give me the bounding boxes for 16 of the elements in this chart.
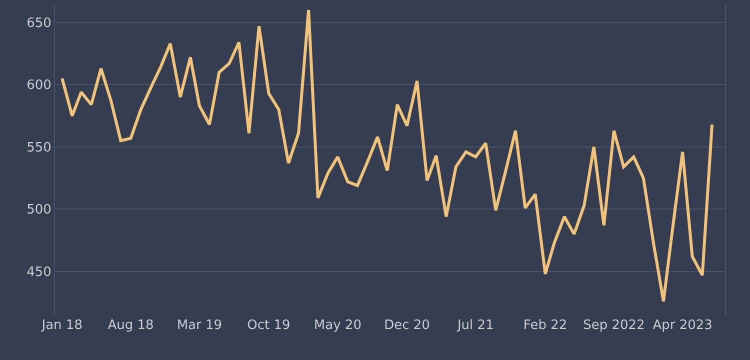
x-tick-label: Aug 18 — [108, 318, 154, 333]
x-tick-label: Sep 2022 — [583, 318, 645, 333]
x-tick-label: Apr 2023 — [652, 318, 712, 333]
x-tick-label: Dec 20 — [384, 318, 430, 333]
y-tick-label: 550 — [26, 140, 52, 156]
x-tick-label: Mar 19 — [176, 318, 222, 333]
y-tick-label: 600 — [26, 78, 52, 94]
x-tick-label: Feb 22 — [523, 318, 568, 333]
y-tick-label: 450 — [26, 264, 52, 280]
y-tick-label: 500 — [26, 202, 52, 218]
line-series — [60, 8, 714, 303]
x-tick-label: Jan 18 — [40, 318, 82, 333]
x-tick-label: Jul 21 — [456, 318, 494, 333]
x-tick-label: Oct 19 — [247, 318, 290, 333]
y-tick-label: 650 — [26, 16, 52, 31]
x-tick-label: May 20 — [314, 318, 362, 333]
